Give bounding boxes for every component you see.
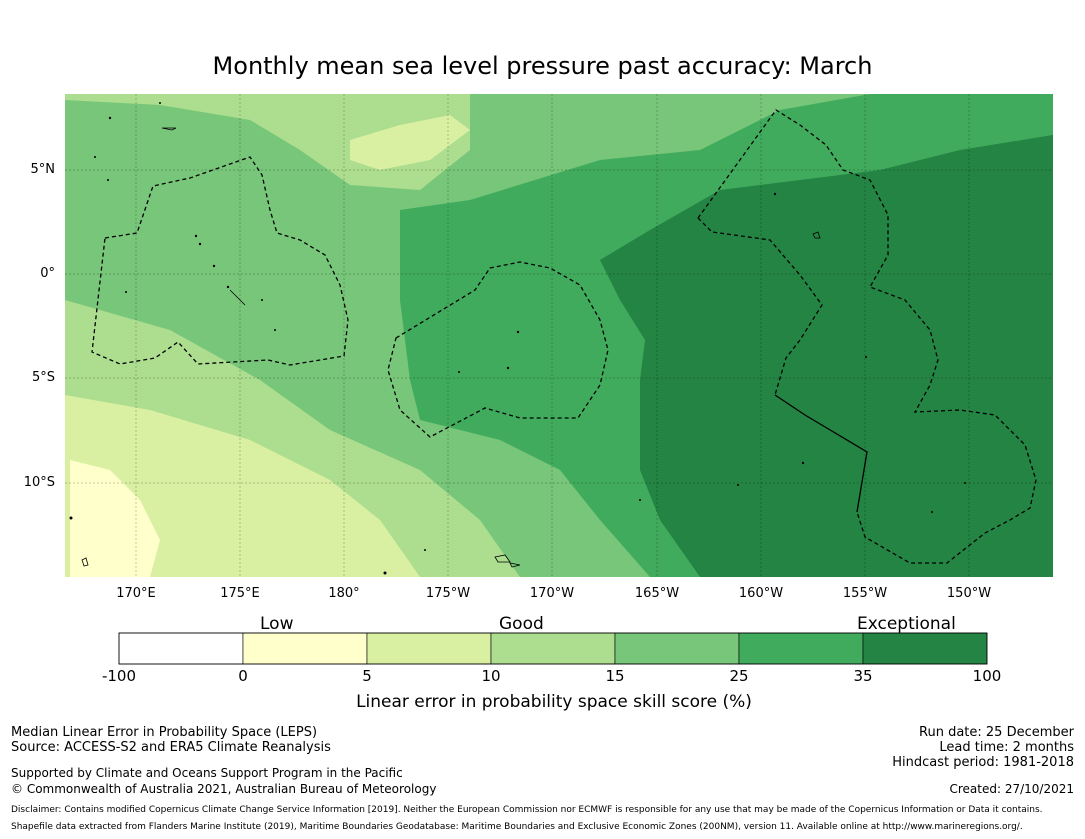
- colorbar-bound-5: 25: [729, 667, 749, 685]
- colorbar-segment-0: [118, 632, 244, 665]
- colorbar-bound-0: -100: [101, 667, 137, 685]
- colorbar-segment-5: [738, 632, 864, 665]
- legend-category-exceptional: Exceptional: [857, 614, 956, 634]
- colorbar-bound-1: 0: [238, 667, 248, 685]
- map-title: Monthly mean sea level pressure past acc…: [212, 52, 873, 80]
- skill-region-exceptional: [600, 135, 1053, 577]
- footer-shapefile-credit: Shapefile data extracted from Flanders M…: [11, 822, 1023, 832]
- colorbar-segment-2: [366, 632, 492, 665]
- island-dots: [69, 102, 966, 575]
- footer-disclaimer: Disclaimer: Contains modified Copernicus…: [11, 805, 1043, 815]
- lon-tick-170w: 170°W: [529, 586, 575, 601]
- legend-category-good: Good: [499, 614, 544, 634]
- lon-tick-170e: 170°E: [116, 586, 156, 601]
- lat-tick-5s: 5°S: [31, 370, 55, 385]
- lon-tick-150w: 150°W: [946, 586, 992, 601]
- footer-hindcast-period: Hindcast period: 1981-2018: [892, 755, 1074, 770]
- colorbar-segment-3: [490, 632, 616, 665]
- skill-score-map: [65, 94, 1053, 577]
- colorbar-bound-2: 5: [362, 667, 372, 685]
- lat-tick-0: 0°: [40, 266, 55, 281]
- colorbar-bound-6: 35: [853, 667, 873, 685]
- footer-support: Supported by Climate and Oceans Support …: [11, 766, 403, 780]
- colorbar-segment-4: [614, 632, 740, 665]
- footer-source: Source: ACCESS-S2 and ERA5 Climate Reana…: [11, 740, 331, 755]
- eez-boundary-west: [91, 156, 349, 366]
- footer-run-date: Run date: 25 December: [919, 725, 1074, 740]
- colorbar-bound-3: 10: [481, 667, 501, 685]
- lon-tick-155w: 155°W: [842, 586, 888, 601]
- lon-tick-175w: 175°W: [425, 586, 471, 601]
- eez-boundaries: [91, 109, 1037, 564]
- map-gridlines: [65, 94, 1053, 577]
- colorbar-segment-1: [242, 632, 368, 665]
- footer-created: Created: 27/10/2021: [949, 782, 1074, 796]
- lon-tick-165w: 165°W: [634, 586, 680, 601]
- colorbar: [118, 632, 988, 665]
- lon-tick-160w: 160°W: [738, 586, 784, 601]
- eez-solid-boundary: [774, 394, 868, 513]
- eez-boundary-east: [697, 109, 1037, 564]
- legend-category-low: Low: [260, 614, 294, 634]
- skill-region-pale-north: [350, 115, 470, 170]
- colorbar-label: Linear error in probability space skill …: [356, 692, 752, 712]
- lon-tick-180: 180°: [328, 586, 360, 601]
- skill-region-yellow: [70, 460, 160, 577]
- eez-boundary-central: [387, 261, 609, 438]
- island-outlines: [81, 127, 821, 568]
- lat-tick-5n: 5°N: [30, 162, 56, 177]
- colorbar-segment-6: [862, 632, 988, 665]
- lon-tick-175e: 175°E: [220, 586, 260, 601]
- colorbar-frame: [118, 632, 988, 665]
- colorbar-bound-4: 15: [605, 667, 625, 685]
- footer-lead-time: Lead time: 2 months: [939, 740, 1074, 755]
- footer-method: Median Linear Error in Probability Space…: [11, 725, 318, 740]
- lat-tick-10s: 10°S: [23, 475, 55, 490]
- colorbar-bound-7: 100: [972, 667, 1002, 685]
- footer-copyright: © Commonwealth of Australia 2021, Austra…: [11, 782, 437, 796]
- eez-boundary-east-inner: [697, 217, 823, 396]
